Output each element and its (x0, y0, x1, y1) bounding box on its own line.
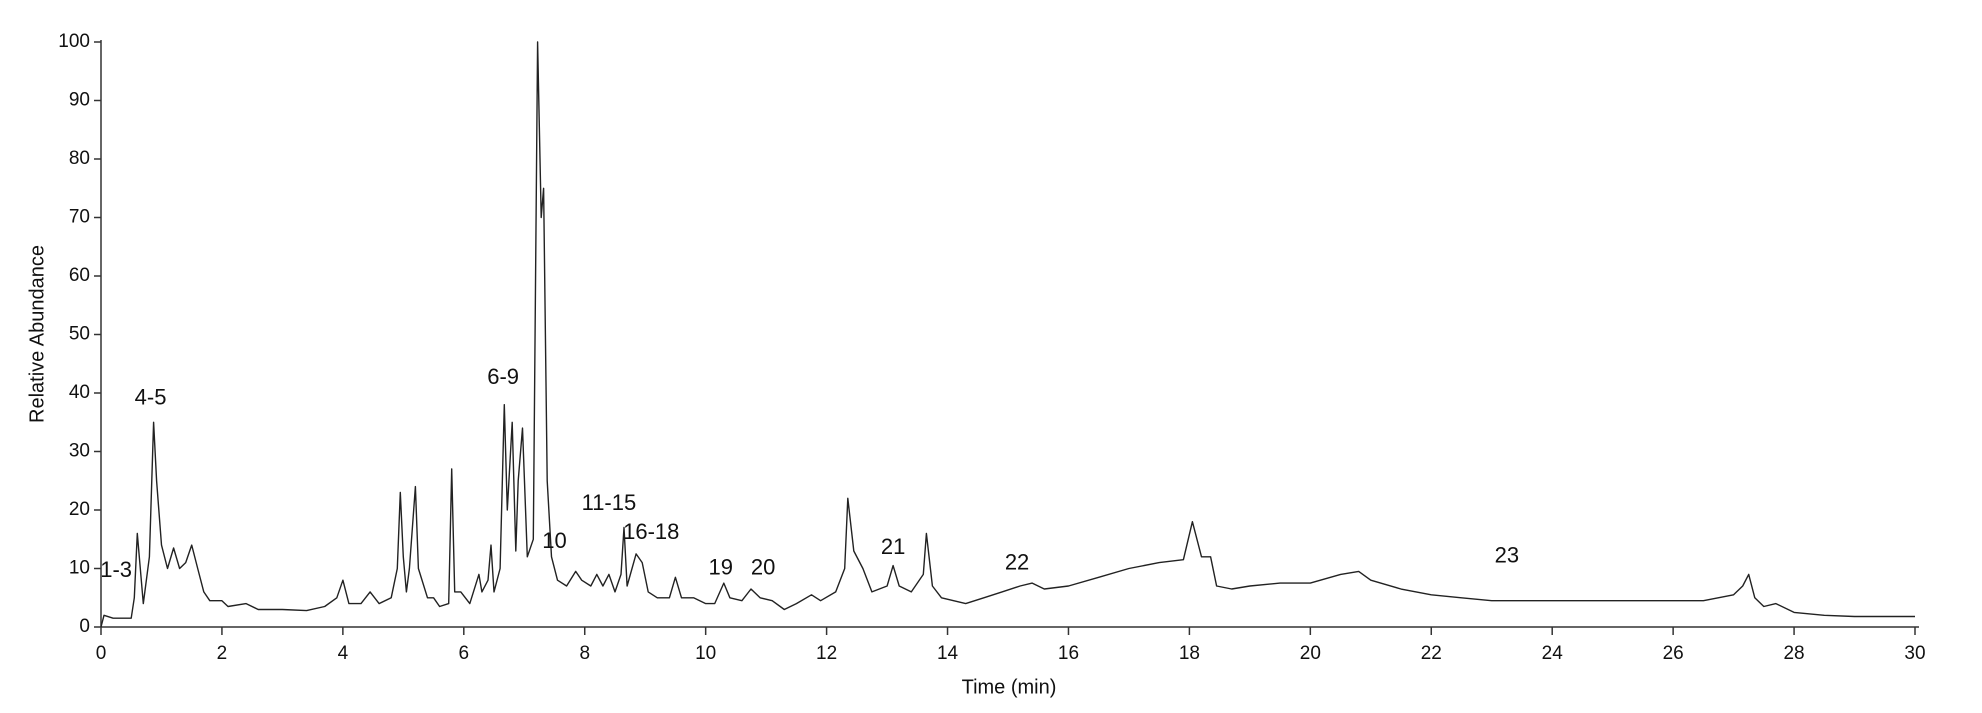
y-tick-label: 10 (69, 558, 90, 579)
y-tick-label: 50 (69, 324, 90, 345)
x-tick-label: 22 (1421, 643, 1442, 664)
x-tick-label: 18 (1179, 643, 1200, 664)
peak-label: 16-18 (623, 519, 679, 544)
y-tick-label: 80 (69, 148, 90, 169)
x-tick-label: 10 (695, 643, 716, 664)
peak-label: 1-3 (100, 557, 132, 582)
peak-label: 11-15 (582, 490, 637, 515)
peak-label: 4-5 (135, 385, 167, 410)
y-tick-label: 20 (69, 499, 90, 520)
peak-label: 20 (751, 554, 775, 579)
x-tick-label: 30 (1904, 643, 1925, 664)
x-tick-label: 14 (937, 643, 959, 664)
x-axis-title: Time (min) (962, 676, 1057, 698)
peak-label: 23 (1495, 543, 1519, 568)
y-tick-label: 70 (69, 207, 90, 228)
x-tick-label: 8 (579, 643, 590, 664)
peak-label: 6-9 (487, 364, 519, 389)
y-tick-label: 30 (69, 441, 90, 462)
y-tick-label: 0 (79, 616, 90, 637)
chromatogram-trace (100, 41, 1915, 628)
y-axis-title: Relative Abundance (26, 245, 48, 423)
x-tick-label: 6 (459, 643, 470, 664)
x-tick-label: 26 (1663, 643, 1684, 664)
peak-label: 22 (1005, 550, 1029, 575)
x-tick-label: 16 (1058, 643, 1079, 664)
peak-label: 19 (709, 554, 733, 579)
x-tick-label: 0 (96, 643, 107, 664)
x-tick-label: 12 (816, 643, 837, 664)
y-tick-label: 100 (58, 31, 90, 52)
x-tick-label: 4 (338, 643, 349, 664)
y-tick-label: 40 (69, 382, 90, 403)
x-tick-label: 2 (217, 643, 228, 664)
peak-label: 21 (881, 534, 905, 559)
x-tick-label: 24 (1542, 643, 1564, 664)
x-tick-label: 28 (1783, 643, 1804, 664)
y-tick-label: 90 (69, 90, 90, 111)
peak-label: 10 (542, 528, 566, 553)
y-tick-label: 60 (69, 265, 90, 286)
x-tick-label: 20 (1300, 643, 1321, 664)
